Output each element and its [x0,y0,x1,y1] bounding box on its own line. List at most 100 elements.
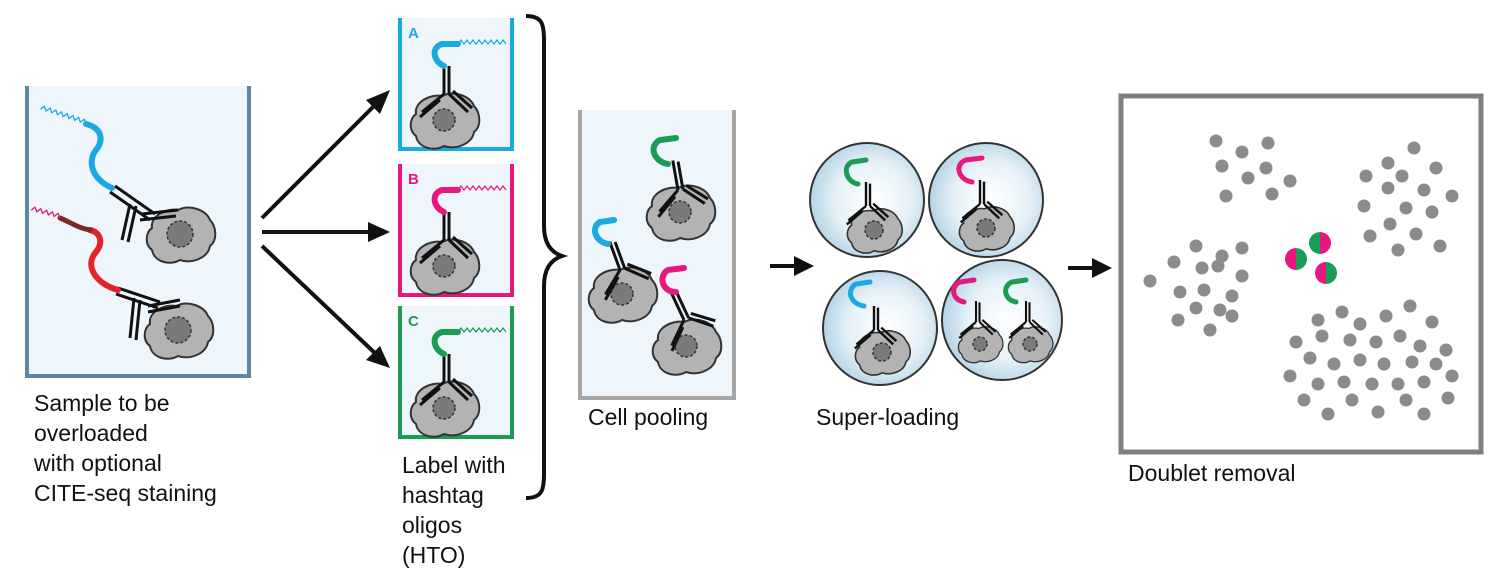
scatter-dot-icon [1241,171,1255,185]
caption-line: Cell pooling [588,404,709,430]
scatter-dot-icon [1353,317,1367,331]
scatter-dot-icon [1315,329,1329,343]
caption-line: (HTO) [402,542,466,568]
scatter-dot-icon [1303,351,1317,365]
scatter-dot-icon [1363,229,1377,243]
scatter-dot-icon [1413,339,1427,353]
scatter-dot-icon [1171,313,1185,327]
scatter-dot-icon [1369,335,1383,349]
scatter-dot-icon [1403,299,1417,313]
label-caption: Label with hashtag oligos (HTO) [402,450,506,570]
scatter-dot-icon [1335,305,1349,319]
well-b: B [398,164,514,297]
scatter-dot-icon [1433,239,1447,253]
scatter-dot-icon [1359,169,1373,183]
scatter-dot-icon [1407,141,1421,155]
scatter-dot-icon [1337,375,1351,389]
scatter-dot-icon [1213,303,1227,317]
scatter-dot-icon [1173,285,1187,299]
oligo-tail-icon [83,121,115,191]
oligo-tail-icon [39,105,87,125]
caption-line: overloaded [34,420,148,446]
doublet-icon [1285,232,1337,284]
scatter-dot-icon [1289,335,1303,349]
scatter-dot-icon [1391,377,1405,391]
arrow-icon [770,256,814,276]
scatter-dot-icon [1353,353,1367,367]
scatter-dot-icon [1235,241,1249,255]
scatter-dot-icon [1417,183,1431,197]
cell-icon [651,318,723,376]
scatter-dot-icon [1189,239,1203,253]
scatter-dot-icon [1381,156,1395,170]
scatter-dot-icon [1399,393,1413,407]
well-a: A [398,18,514,151]
caption-line: Sample to be [34,390,170,416]
doublet-caption: Doublet removal [1128,458,1295,488]
droplet-icon [941,259,1063,381]
scatter-dot-icon [1209,134,1223,148]
pooling-caption: Cell pooling [588,402,708,432]
scatter-dot-icon [1197,283,1211,297]
cell-icon [409,92,481,150]
cell-icon [645,184,717,242]
scatter-dot-icon [1391,243,1405,257]
scatter-dot-icon [1445,369,1459,383]
scatter-dot-icon [1211,259,1225,273]
caption-line: oligos [402,512,463,538]
antibody-icon [109,184,179,243]
caption-line: CITE-seq staining [34,480,217,506]
scatter-dot-icon [1417,375,1431,389]
scatter-dot-icon [1425,205,1439,219]
scatter-dot-icon [1383,217,1397,231]
cell-icon [409,238,481,296]
arrow-icon [260,90,390,368]
oligo-tail-icon [87,227,121,293]
scatter-dot-icon [1379,309,1393,323]
scatter-dot-icon [1445,189,1459,203]
scatter-dot-icon [1417,407,1431,421]
scatter-dot-icon [1311,377,1325,391]
scatter-dot-icon [1429,357,1443,371]
sample-caption: Sample to be overloaded with optional CI… [34,388,217,508]
scatter-dot-icon [1235,269,1249,283]
antibody-icon [115,286,181,341]
well-c: C [398,306,514,439]
scatter-dot-icon [1195,261,1209,275]
cell-icon [409,380,481,438]
scatter-dot-icon [1365,377,1379,391]
caption-line: with optional [34,450,162,476]
well-letter: A [408,25,419,42]
scatter-dot-icon [1429,161,1443,175]
scatter-dot-icon [1297,393,1311,407]
scatter-dot-icon [1283,174,1297,188]
doublet-frame [1118,93,1484,455]
scatter-dot-icon [1441,391,1455,405]
scatter-dot-icon [1225,289,1239,303]
caption-line: Super-loading [816,404,960,430]
sample-cell-1 [145,206,217,264]
caption-line: hashtag [402,482,484,508]
caption-line: Doublet removal [1128,460,1296,486]
scatter-dot-icon [1409,227,1423,241]
scatter-dot-icon [1395,169,1409,183]
scatter-dot-icon [1399,201,1413,215]
oligo-tail-icon [457,327,507,333]
sample-cell-2 [143,302,215,360]
scatter-clusters [1143,134,1459,421]
cell-icon [587,266,659,324]
scatter-dot-icon [1215,249,1229,263]
scatter-dot-icon [1425,315,1439,329]
scatter-dot-icon [1393,329,1407,343]
oligo-tail-icon [457,185,507,191]
scatter-dot-icon [1143,274,1157,288]
scatter-dot-icon [1219,189,1233,203]
scatter-dot-icon [1235,145,1249,159]
scatter-dot-icon [1261,136,1275,150]
well-letter: B [408,171,419,188]
caption-line: Label with [402,452,506,478]
superloading-caption: Super-loading [816,402,959,432]
scatter-dot-icon [1225,309,1239,323]
brace-icon [525,14,569,500]
